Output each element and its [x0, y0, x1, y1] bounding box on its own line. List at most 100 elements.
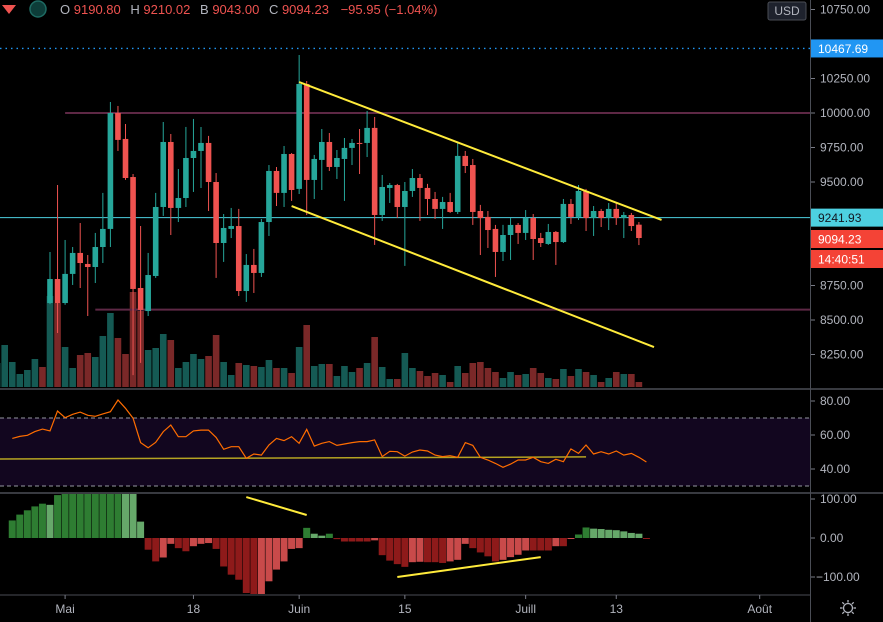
- candle[interactable]: [349, 138, 355, 166]
- currency-label[interactable]: USD: [767, 1, 807, 21]
- candle[interactable]: [560, 198, 567, 244]
- candle[interactable]: [266, 165, 272, 236]
- candle[interactable]: [258, 218, 265, 277]
- candle[interactable]: [537, 232, 544, 248]
- candle[interactable]: [553, 230, 559, 265]
- candle[interactable]: [296, 55, 302, 195]
- candle[interactable]: [492, 224, 499, 277]
- settings-gear-icon[interactable]: [840, 600, 856, 616]
- candle[interactable]: [341, 137, 348, 201]
- candle[interactable]: [190, 118, 197, 192]
- candle[interactable]: [228, 207, 234, 239]
- candle[interactable]: [409, 169, 416, 197]
- candle[interactable]: [500, 224, 506, 261]
- candle[interactable]: [84, 255, 91, 317]
- candle[interactable]: [613, 202, 620, 225]
- histogram-bar: [469, 538, 477, 549]
- last-price-tag[interactable]: 9094.23: [811, 230, 883, 249]
- candle[interactable]: [198, 126, 204, 188]
- candle[interactable]: [447, 192, 453, 213]
- price-axis[interactable]: 10750.00 10250.00 10000.00 9750.00 9500.00 87…: [811, 2, 883, 362]
- candle[interactable]: [507, 218, 514, 260]
- candle[interactable]: [92, 232, 99, 284]
- candle[interactable]: [100, 192, 106, 264]
- candle[interactable]: [605, 202, 612, 231]
- candle[interactable]: [273, 166, 280, 207]
- candle[interactable]: [545, 223, 552, 245]
- candle[interactable]: [303, 80, 310, 215]
- rsi-trendline[interactable]: [0, 456, 587, 460]
- candle[interactable]: [636, 222, 642, 246]
- candle[interactable]: [590, 206, 597, 236]
- candle[interactable]: [530, 214, 536, 260]
- bar-countdown-tag[interactable]: 14:40:51: [811, 250, 883, 269]
- rsi-pane[interactable]: [0, 399, 810, 487]
- candle[interactable]: [77, 222, 83, 288]
- candle[interactable]: [235, 208, 242, 296]
- time-axis[interactable]: Mai 18 Juin 15 Juill 13 Août: [55, 595, 773, 616]
- candle[interactable]: [477, 204, 484, 256]
- candle[interactable]: [175, 169, 182, 223]
- candle[interactable]: [220, 214, 227, 262]
- candle[interactable]: [583, 188, 589, 231]
- candle[interactable]: [454, 141, 461, 215]
- candle[interactable]: [122, 124, 129, 180]
- candle[interactable]: [462, 150, 469, 174]
- candle[interactable]: [183, 126, 189, 207]
- candle[interactable]: [205, 135, 212, 211]
- candle[interactable]: [319, 129, 325, 191]
- momentum-histogram-pane[interactable]: [8, 474, 650, 597]
- candle[interactable]: [379, 174, 385, 221]
- candle[interactable]: [62, 239, 68, 305]
- candle[interactable]: [69, 247, 76, 285]
- candle[interactable]: [432, 191, 438, 219]
- candle[interactable]: [115, 105, 121, 151]
- candle[interactable]: [364, 110, 370, 158]
- high-price-tag[interactable]: 10467.69: [811, 39, 883, 58]
- candle[interactable]: [213, 173, 219, 278]
- candle[interactable]: [160, 121, 167, 216]
- candle[interactable]: [145, 252, 151, 317]
- candle[interactable]: [394, 183, 401, 219]
- candle[interactable]: [334, 149, 340, 179]
- candle[interactable]: [243, 254, 250, 302]
- candle[interactable]: [47, 251, 53, 305]
- histogram-trendline[interactable]: [397, 556, 541, 578]
- candle[interactable]: [439, 196, 446, 229]
- candle[interactable]: [515, 222, 521, 244]
- candle[interactable]: [522, 210, 529, 240]
- candle[interactable]: [168, 133, 174, 235]
- candle[interactable]: [621, 211, 627, 239]
- candle[interactable]: [417, 173, 423, 221]
- price-pane[interactable]: [0, 47, 810, 387]
- candle[interactable]: [311, 154, 318, 199]
- candle[interactable]: [575, 185, 582, 220]
- candle[interactable]: [137, 226, 144, 363]
- candle[interactable]: [628, 212, 635, 231]
- candle[interactable]: [326, 133, 333, 171]
- candle[interactable]: [107, 101, 114, 248]
- histogram-axis[interactable]: 100.00 0.00 −100.00: [811, 492, 860, 584]
- candle[interactable]: [356, 129, 363, 174]
- candle[interactable]: [281, 145, 287, 207]
- candle[interactable]: [598, 208, 604, 227]
- candle[interactable]: [152, 192, 159, 278]
- collapse-triangle-icon[interactable]: [2, 5, 16, 14]
- candle[interactable]: [402, 182, 408, 266]
- trendline[interactable]: [291, 205, 655, 348]
- trendline[interactable]: [298, 81, 662, 221]
- candle[interactable]: [371, 117, 378, 245]
- candle[interactable]: [54, 185, 61, 333]
- candle[interactable]: [386, 182, 393, 203]
- candle[interactable]: [568, 198, 574, 224]
- candle[interactable]: [251, 248, 257, 293]
- level-price-tag[interactable]: 9241.93: [811, 208, 883, 227]
- candle[interactable]: [424, 183, 431, 215]
- candle[interactable]: [470, 158, 476, 225]
- rsi-axis[interactable]: 80.00 60.00 40.00: [811, 394, 850, 476]
- candle[interactable]: [288, 153, 295, 201]
- candle[interactable]: [130, 173, 136, 376]
- histogram-trendline[interactable]: [246, 496, 307, 516]
- candle[interactable]: [485, 210, 491, 248]
